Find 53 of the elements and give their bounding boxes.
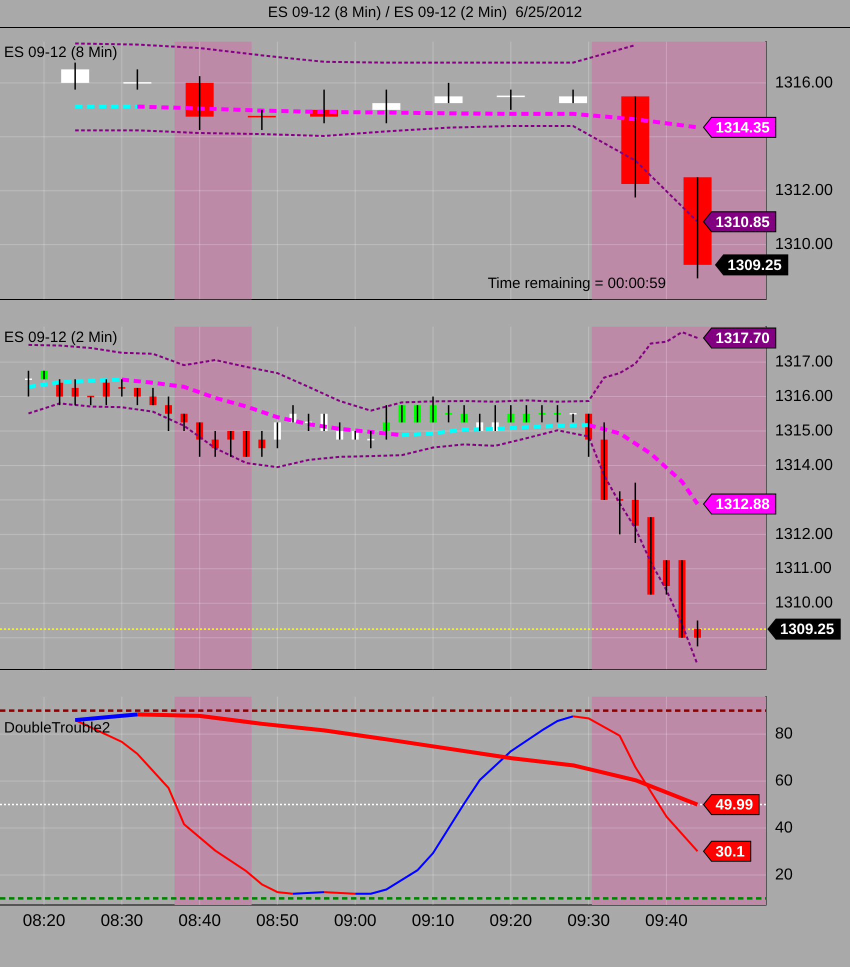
y-tick-label: 1311.00	[775, 560, 832, 578]
chart-title: ES 09-12 (2 Min)	[4, 329, 118, 346]
data-label: 1317.70	[716, 330, 770, 348]
y-tick-label: 1315.00	[775, 422, 833, 440]
candlestick	[122, 68, 152, 90]
x-tick-label: 09:00	[334, 910, 376, 930]
y-tick-label: 80	[775, 726, 793, 743]
x-tick-label: 09:40	[645, 910, 688, 930]
data-label: 1312.88	[716, 496, 770, 514]
x-tick-label: 08:40	[178, 910, 221, 930]
candlestick	[61, 62, 90, 90]
candlestick	[621, 96, 650, 198]
candlestick	[434, 82, 463, 104]
x-tick-label: 09:20	[490, 910, 532, 930]
x-tick-label: 08:30	[100, 910, 144, 930]
candlestick	[352, 430, 359, 440]
y-tick-label: 1314.00	[775, 456, 833, 474]
y-tick-label: 1310.00	[775, 236, 833, 254]
y-tick-label: 20	[775, 866, 793, 884]
candlestick	[247, 109, 277, 131]
y-tick-label: 1312.00	[775, 526, 833, 543]
y-tick-label: 1316.00	[775, 388, 833, 405]
data-label: 49.99	[716, 796, 754, 814]
line-series	[74, 125, 699, 223]
line-series	[27, 331, 699, 412]
text: 1309.25	[728, 257, 782, 274]
data-label: 1314.35	[716, 119, 770, 136]
chart-subtitle: ES 09-12 (8 Min) / ES 09-12 (2 Min) 6/25/2012	[0, 0, 850, 28]
candlestick	[496, 88, 526, 111]
x-tick-label: 08:50	[256, 910, 299, 930]
ref-line-label: 1309.25	[780, 621, 834, 638]
data-label: 30.1	[716, 843, 745, 860]
candlestick	[568, 413, 578, 424]
candlestick	[559, 88, 588, 104]
candlestick	[414, 404, 421, 424]
candlestick	[678, 559, 686, 638]
x-tick-label: 08:20	[22, 910, 66, 930]
y-tick-label: 1316.00	[775, 74, 833, 92]
y-tick-label: 1310.00	[775, 594, 833, 612]
annotation: Time remaining = 00:00:59	[488, 275, 666, 292]
y-tick-label: 60	[775, 772, 793, 790]
candlestick	[647, 516, 654, 596]
candlestick	[372, 88, 400, 124]
y-tick-label: 1317.00	[775, 353, 833, 370]
y-tick-label: 1312.00	[775, 182, 833, 200]
data-label: 1310.85	[716, 214, 770, 231]
x-tick-label: 09:30	[567, 910, 610, 930]
candlestick	[40, 370, 48, 380]
candlestick	[398, 404, 406, 424]
chart-title: ES 09-12 (8 Min)	[4, 44, 118, 62]
x-tick-label: 09:10	[412, 910, 454, 930]
candlestick	[242, 430, 250, 458]
y-tick-label: 40	[775, 819, 793, 836]
